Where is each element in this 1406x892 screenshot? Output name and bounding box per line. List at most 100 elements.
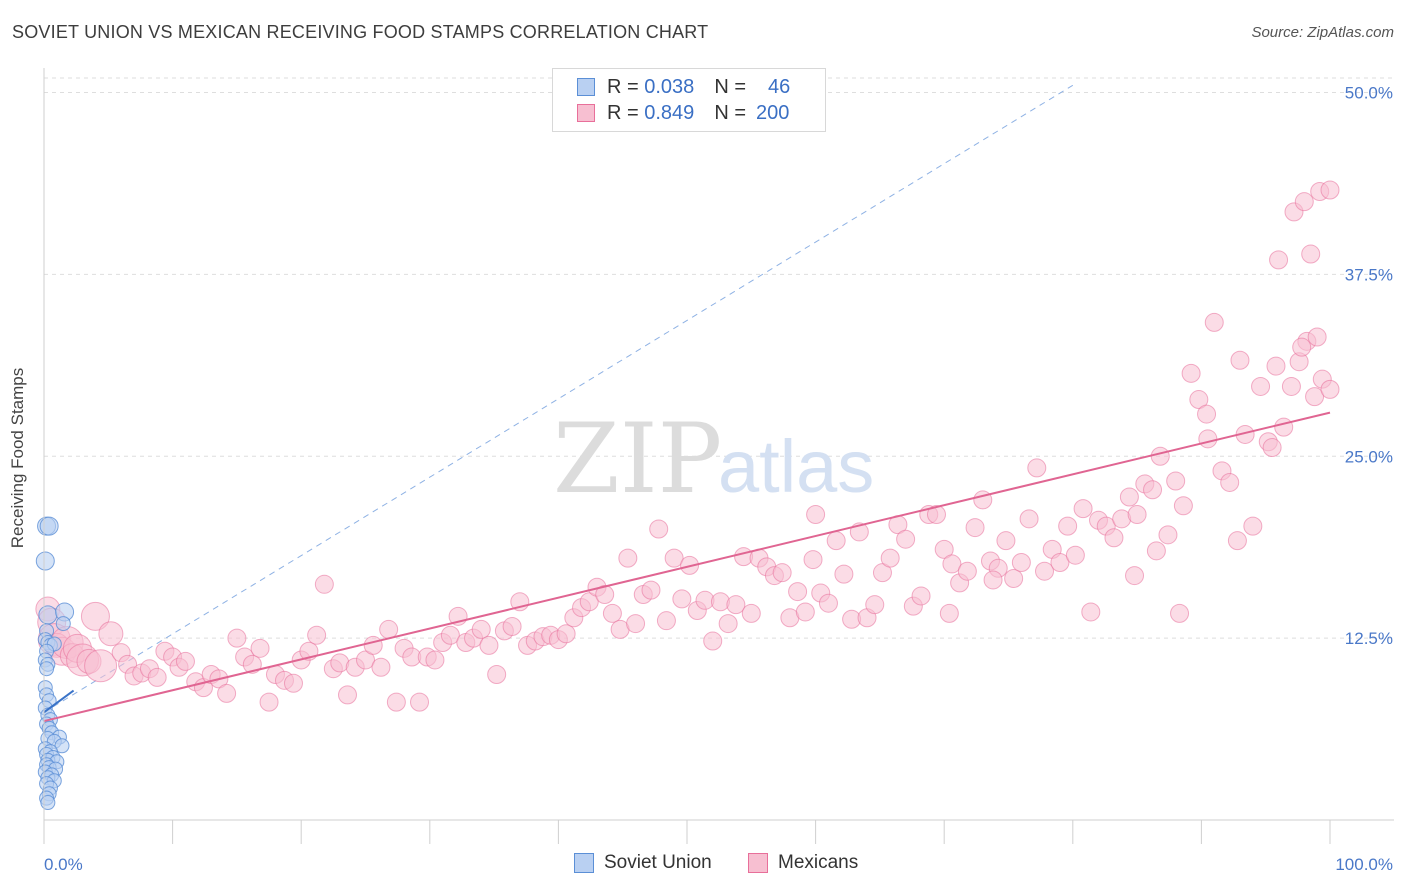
axes xyxy=(43,68,1394,844)
watermark-zip: ZIP xyxy=(553,403,722,515)
trend-lines xyxy=(43,411,1331,723)
mexican-point xyxy=(440,625,460,645)
mexican-point xyxy=(602,603,622,623)
legend-row-mexican: R = 0.849 N = 200 xyxy=(577,101,789,125)
soviet-point xyxy=(35,551,55,571)
mexican-point xyxy=(371,657,391,677)
soviet-trend-extended xyxy=(43,84,1074,713)
mexican-point xyxy=(579,592,599,612)
mexican-point xyxy=(806,504,826,524)
watermark: ZIP atlas xyxy=(553,403,874,515)
mexican-point xyxy=(996,531,1016,551)
mexican-trend-line xyxy=(43,411,1331,723)
mexican-point xyxy=(803,550,823,570)
mexican-point xyxy=(1004,568,1024,588)
mexican-point xyxy=(926,504,946,524)
chart-title: SOVIET UNION VS MEXICAN RECEIVING FOOD S… xyxy=(12,22,709,42)
mexican-point xyxy=(595,584,615,604)
mexican-point xyxy=(710,592,730,612)
legend-n-value: 46 xyxy=(768,75,791,98)
mexican-point xyxy=(818,593,838,613)
mexican-point xyxy=(1266,356,1286,376)
mexican-point xyxy=(98,621,124,647)
mexican-point xyxy=(1230,350,1250,370)
mexican-point xyxy=(934,539,954,559)
mexican-point xyxy=(1292,337,1312,357)
grid-lines xyxy=(44,77,1394,639)
mexican-point xyxy=(147,667,167,687)
mexican-point xyxy=(227,628,247,648)
mexican-point xyxy=(356,650,375,670)
mexican-point xyxy=(1058,516,1078,536)
mexican-point xyxy=(741,603,761,623)
mexican-point xyxy=(795,602,815,622)
mexican-point xyxy=(1294,192,1314,212)
mexican-point xyxy=(957,561,977,581)
mexican-point xyxy=(1189,390,1209,410)
mexican-point xyxy=(865,595,885,615)
mexican-point xyxy=(556,624,576,644)
mexican-point xyxy=(726,595,746,615)
mexican-point xyxy=(1197,404,1217,424)
mexican-point xyxy=(649,519,669,539)
mexican-point xyxy=(1198,429,1218,449)
y-tick-label: 12.5% xyxy=(1345,629,1393,648)
mexican-point xyxy=(242,654,262,674)
mexican-point xyxy=(965,518,985,538)
legend-swatch-soviet xyxy=(577,78,595,96)
mexican-point xyxy=(250,638,270,658)
series-label-mexican: Mexicans xyxy=(778,852,859,873)
mexican-point xyxy=(1181,363,1201,383)
mexican-point xyxy=(487,665,507,685)
x-tick-label: 100.0% xyxy=(1335,855,1393,874)
mexican-point xyxy=(337,685,357,705)
mexican-point xyxy=(834,564,854,584)
mexican-point xyxy=(939,603,959,623)
mexican-point xyxy=(1173,496,1193,516)
mexican-point xyxy=(1243,516,1263,536)
legend-r-label: R = xyxy=(607,75,639,98)
legend-r-value: 0.038 xyxy=(644,75,695,98)
mexican-point xyxy=(1320,379,1340,399)
series-legend-mexican: Mexicans xyxy=(748,852,858,874)
mexican-point xyxy=(283,673,303,693)
mexican-point xyxy=(80,601,110,631)
mexican-point xyxy=(772,563,792,583)
mexican-point xyxy=(1251,376,1271,396)
mexican-point xyxy=(307,625,327,645)
mexican-point xyxy=(664,548,684,568)
mexican-point xyxy=(1320,180,1340,200)
mexican-point xyxy=(1204,312,1224,332)
mexican-point xyxy=(1119,487,1139,507)
mexican-point xyxy=(788,582,808,602)
mexican-point xyxy=(656,611,676,631)
mexican-point xyxy=(911,586,931,606)
legend-r-label: R = xyxy=(607,101,639,124)
mexican-point xyxy=(84,649,118,683)
mexican-point xyxy=(425,650,445,670)
mexican-point xyxy=(1305,387,1325,407)
mexican-point xyxy=(1269,250,1289,270)
mexican-point xyxy=(1035,561,1055,581)
soviet-point xyxy=(39,516,59,536)
mexican-point xyxy=(1065,545,1085,565)
mexican-point xyxy=(1125,566,1145,586)
legend-n-value: 200 xyxy=(756,101,790,124)
mexican-point xyxy=(1170,603,1190,623)
y-tick-label: 50.0% xyxy=(1345,84,1393,103)
mexican-point xyxy=(641,580,661,600)
y-tick-labels: 12.5% 25.0% 37.5% 50.0% xyxy=(1345,84,1393,649)
mexican-point xyxy=(1150,446,1170,466)
mexican-point xyxy=(1220,472,1240,492)
mexican-point xyxy=(1050,552,1070,572)
mexican-point xyxy=(175,651,195,671)
legend-n-label: N = xyxy=(714,101,746,124)
mexican-point xyxy=(1104,528,1124,548)
mexican-point xyxy=(1127,504,1147,524)
mexican-point xyxy=(983,570,1003,590)
mexican-point xyxy=(626,614,646,634)
mexican-point xyxy=(1274,417,1294,437)
mexican-point xyxy=(386,692,406,712)
source-label: Source: ZipAtlas.com xyxy=(1251,24,1394,41)
